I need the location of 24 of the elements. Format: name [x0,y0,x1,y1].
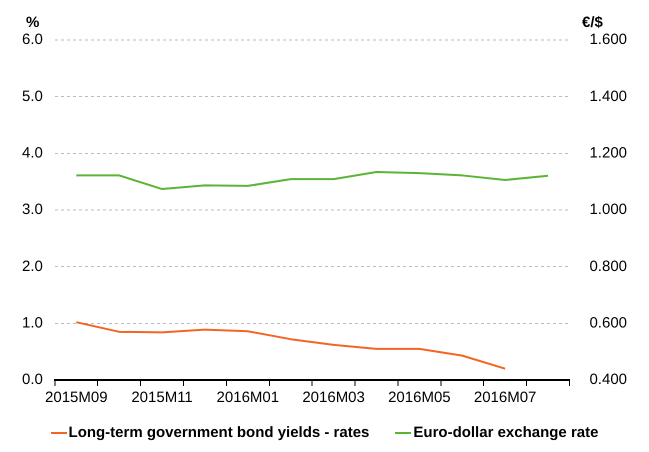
y2-tick-label: 0.600 [589,314,628,332]
y-tick-label: 5.0 [22,88,43,105]
y-tick-label: 6.0 [22,31,43,48]
x-tick-label: 2016M07 [474,389,536,406]
y2-tick-label: 1.200 [589,144,628,162]
y2-tick-label: 1.600 [589,31,628,48]
y-tick-label: 1.0 [22,314,43,332]
y2-axis-title: €/$ [582,14,603,31]
y-tick-label: 3.0 [22,201,43,218]
y-axis-title: % [26,14,40,31]
y-tick-label: 4.0 [22,144,43,162]
y2-tick-label: 0.400 [589,371,628,388]
legend-label: Euro-dollar exchange rate [412,424,598,441]
x-tick-label: 2015M09 [45,389,108,406]
x-tick-label: 2016M05 [388,389,451,406]
y2-tick-label: 0.800 [589,258,628,275]
x-tick-label: 2016M01 [216,389,280,406]
x-tick-label: 2016M03 [302,389,365,406]
y-tick-label: 2.0 [22,258,43,275]
x-tick-label: 2015M11 [131,389,193,406]
y2-tick-label: 1.000 [589,201,628,218]
legend-label: Long-term government bond yields - rates [68,424,370,441]
y2-tick-label: 1.400 [589,88,628,105]
y-tick-label: 0.0 [22,371,43,388]
